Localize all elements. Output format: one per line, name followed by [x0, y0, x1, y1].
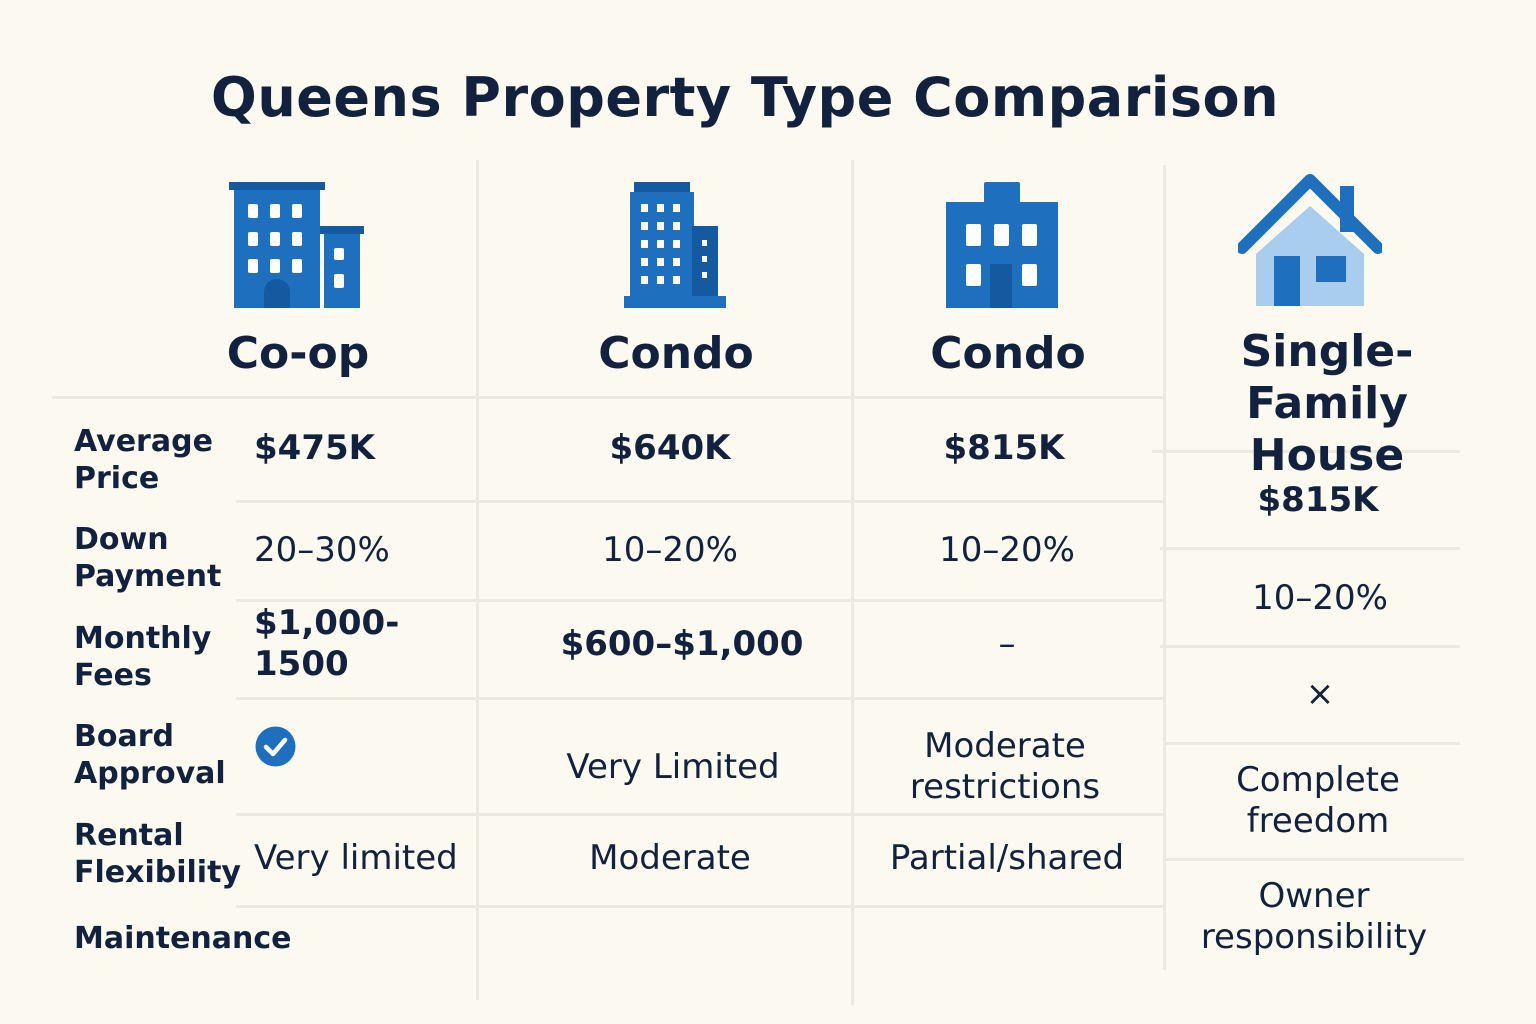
- cell-condo2-down-payment: 10–20%: [939, 529, 1075, 570]
- apartment-building-icon: [229, 182, 364, 308]
- cell-coop-down-payment: 20–30%: [254, 529, 390, 570]
- cell-condo2-monthly-fees: –: [998, 623, 1016, 664]
- mid-rise-building-icon: [946, 182, 1058, 308]
- row-label-down-payment: Down Payment: [74, 522, 222, 594]
- row-label-monthly-fees: Monthly Fees: [74, 621, 212, 693]
- row-divider: [236, 905, 1165, 908]
- cell-house-monthly-fees: ×: [1305, 673, 1335, 714]
- row-divider: [1166, 742, 1460, 745]
- cell-house-board-approval: Complete freedom: [1236, 760, 1400, 841]
- cell-house-down-payment: 10–20%: [1252, 577, 1388, 618]
- cell-condo-rental-flexibility: Moderate: [589, 837, 751, 878]
- row-divider: [236, 813, 1165, 816]
- high-rise-building-icon: [624, 182, 726, 308]
- cell-condo-board-approval: Very Limited: [566, 746, 780, 787]
- column-heading-single-family-house: Single-Family House: [1240, 326, 1414, 481]
- column-divider: [1163, 165, 1166, 970]
- row-divider: [1152, 450, 1460, 453]
- row-divider: [236, 500, 1165, 503]
- cell-condo2-average-price: $815K: [943, 427, 1065, 468]
- cell-condo2-rental-flexibility: Partial/shared: [889, 837, 1125, 878]
- row-label-maintenance: Maintenance: [74, 921, 292, 956]
- cell-condo-average-price: $640K: [609, 427, 731, 468]
- row-divider: [52, 396, 1165, 399]
- column-heading-condo: Condo: [598, 328, 754, 379]
- cell-condo-monthly-fees: $600–$1,000: [560, 623, 804, 664]
- column-heading-condo-2: Condo: [930, 328, 1086, 379]
- row-label-rental-flexibility: Rental Flexibility: [74, 818, 241, 890]
- cell-condo2-board-approval: Moderate restrictions: [909, 726, 1101, 807]
- row-divider: [1160, 547, 1460, 550]
- cell-coop-monthly-fees: $1,000-1500: [254, 603, 400, 684]
- row-divider: [1166, 858, 1464, 861]
- cell-condo-down-payment: 10–20%: [602, 529, 738, 570]
- row-label-board-approval: Board Approval: [74, 719, 226, 791]
- cell-coop-rental-flexibility: Very limited: [254, 837, 458, 878]
- column-divider: [476, 160, 479, 1000]
- house-icon: [1238, 174, 1382, 306]
- column-divider: [851, 160, 854, 1005]
- row-divider: [236, 599, 1165, 602]
- cell-house-average-price: $815K: [1257, 479, 1379, 520]
- checkmark-icon: [255, 726, 296, 767]
- page-title: Queens Property Type Comparison: [210, 66, 1280, 129]
- row-divider: [236, 697, 1165, 700]
- cell-coop-average-price: $475K: [254, 427, 375, 468]
- row-label-average-price: Average Price: [74, 424, 213, 496]
- column-heading-coop: Co-op: [226, 328, 370, 379]
- row-divider: [1160, 645, 1460, 648]
- cell-house-rental-flexibility: Owner responsibility: [1200, 876, 1428, 957]
